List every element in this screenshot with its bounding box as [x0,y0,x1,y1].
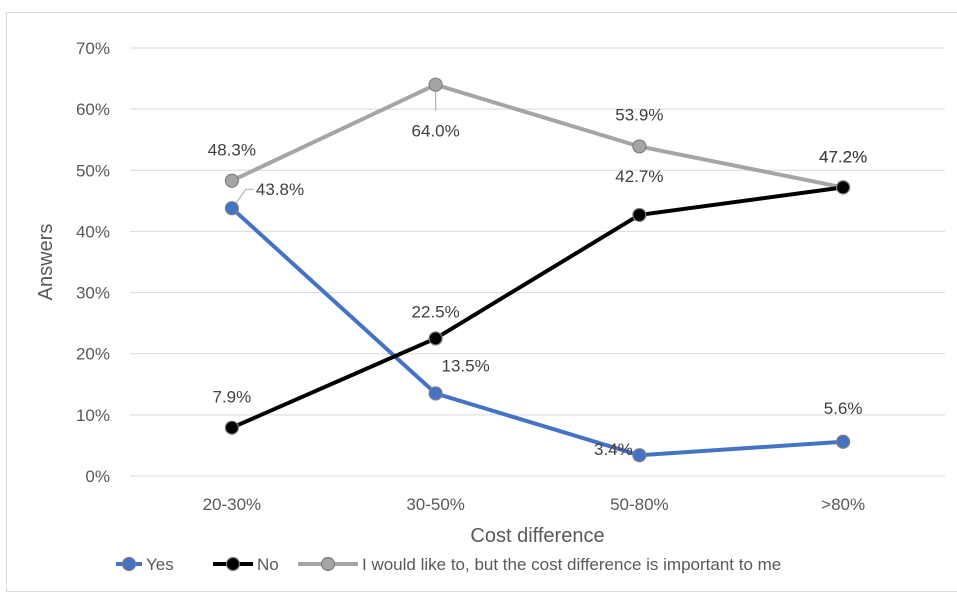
data-label: 5.6% [824,399,863,418]
y-axis-title: Answers [35,224,57,301]
x-axis-ticks: 20-30% 30-50% 50-80% >80% [203,495,866,514]
data-point [224,420,239,435]
legend-label: Yes [146,555,174,574]
legend-label: I would like to, but the cost difference… [362,555,781,574]
data-label: 22.5% [412,302,460,321]
data-point [632,207,647,223]
legend-marker-2 [320,556,336,572]
leader-lines [235,91,437,204]
y-axis-ticks: 0% 10% 20% 30% 40% 50% 60% 70% [76,39,110,486]
data-label: 13.5% [442,356,490,375]
data-labels: 43.8% 13.5% 3.4% 5.6% 7.9% 22.5% 42.7% 47.2% 48.… [208,105,867,459]
series-lines [229,82,846,458]
data-label: 47.2% [819,147,867,166]
legend-label: No [257,555,279,574]
y-tick-label: 10% [76,406,110,425]
x-tick-label: 50-80% [610,495,669,514]
data-point [632,448,647,463]
leader-line [235,188,254,204]
x-tick-label: 30-50% [406,495,465,514]
data-label: 42.7% [615,167,663,186]
data-point [428,77,443,92]
data-label: 53.9% [615,105,663,124]
x-tick-label: 20-30% [203,495,262,514]
series-line-0 [229,206,846,458]
x-tick-label: >80% [821,495,865,514]
data-label: 48.3% [208,141,256,160]
y-tick-label: 0% [85,467,110,486]
data-point [836,180,851,195]
data-point [428,331,443,346]
legend-marker-1 [225,556,241,572]
data-point [632,139,647,154]
x-axis-title: Cost difference [470,525,604,547]
y-tick-label: 20% [76,345,110,364]
data-label: 47.2% [819,147,867,166]
y-tick-label: 70% [76,39,110,58]
y-tick-label: 30% [76,284,110,303]
y-tick-label: 50% [76,161,110,180]
series-points [224,77,851,463]
data-point [224,173,239,188]
series-line-1 [229,185,846,430]
y-tick-label: 60% [76,100,110,119]
legend: Yes No I would like to, but the cost diffe… [116,555,781,574]
data-label: 64.0% [412,122,460,141]
data-label: 3.4% [594,440,633,459]
gridlines [130,47,945,477]
legend-marker-0 [121,556,137,572]
data-point [428,386,443,401]
data-point [836,434,851,449]
series-line-2 [229,82,846,190]
data-label: 7.9% [213,388,252,407]
data-label: 43.8% [256,180,304,199]
y-tick-label: 40% [76,222,110,241]
data-point [224,201,239,216]
